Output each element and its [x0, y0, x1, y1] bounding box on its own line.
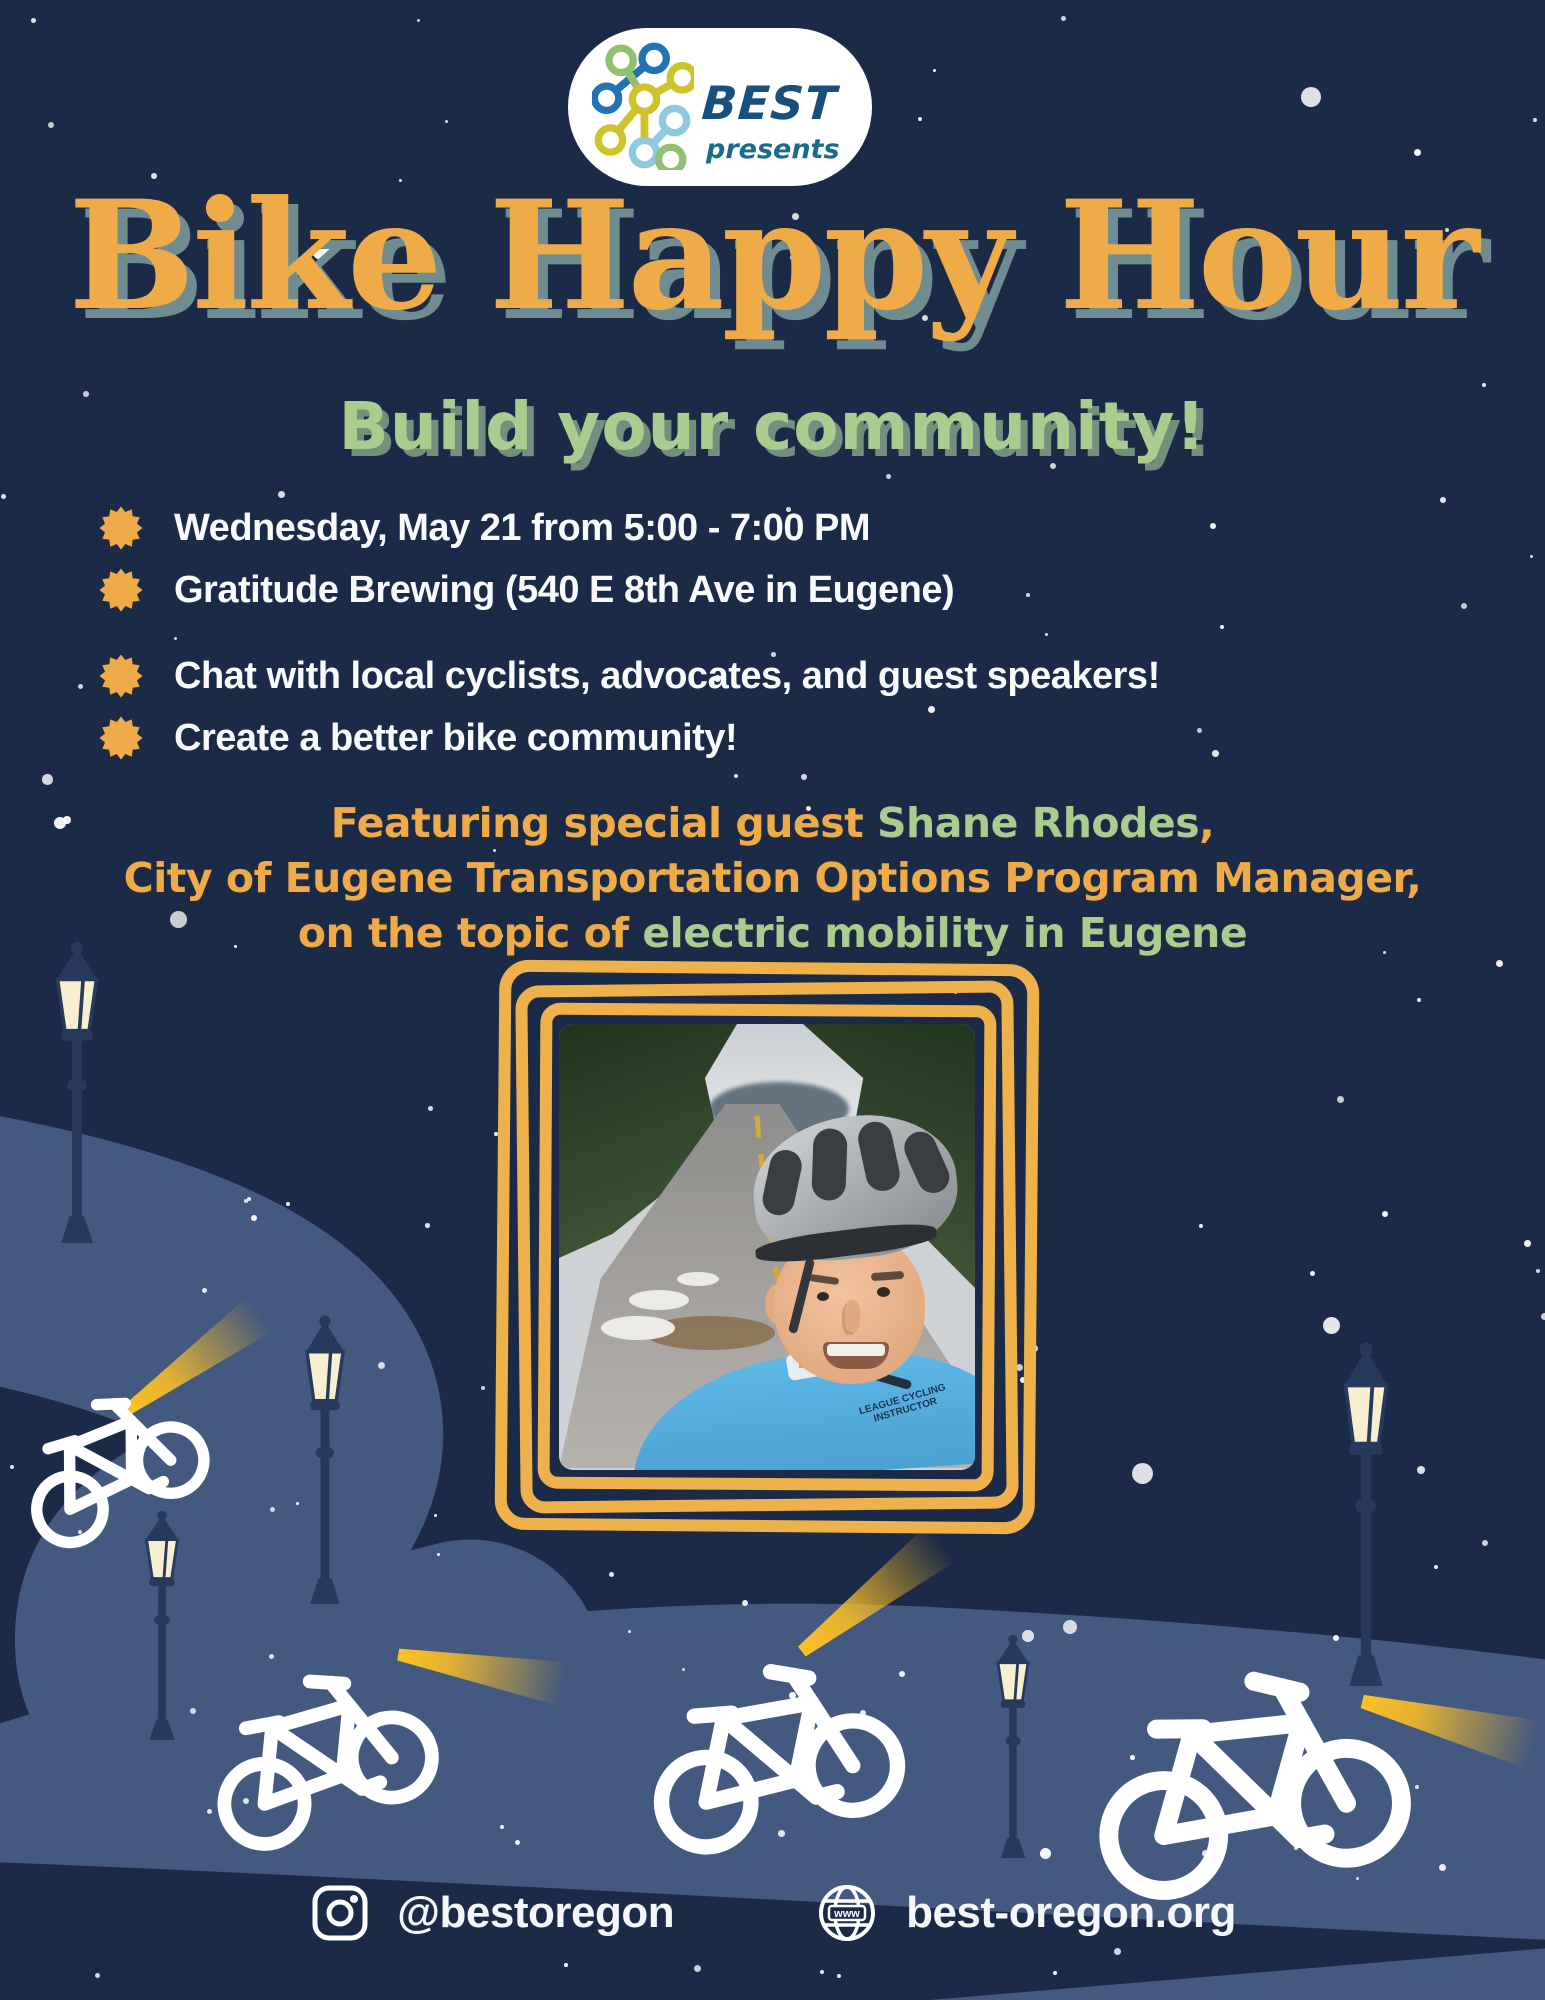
list-item: Chat with local cyclists, advocates, and…	[98, 646, 1160, 706]
guest-name: Shane Rhodes	[877, 799, 1200, 847]
best-network-logo-icon	[592, 42, 694, 170]
page-title: Bike Happy Hour	[68, 168, 1479, 344]
globe-icon: www	[819, 1885, 876, 1941]
instagram-item: @bestoregon	[309, 1882, 675, 1944]
featured-guest-line1: Featuring special guest Shane Rhodes,	[0, 796, 1545, 851]
featuring-label: Featuring special guest	[330, 799, 864, 847]
page-subtitle: Build your community!	[338, 388, 1207, 465]
brand-tagline: presents	[706, 134, 840, 165]
event-details-list: Wednesday, May 21 from 5:00 - 7:00 PM Gr…	[98, 498, 1160, 770]
topic-label: on the topic of	[297, 909, 629, 957]
featured-guest-block: Featuring special guest Shane Rhodes, Ci…	[0, 796, 1545, 961]
street-lamp-icon	[38, 938, 116, 1243]
featured-topic-line: on the topic of electric mobility in Eug…	[0, 906, 1545, 961]
starburst-bullet-icon	[98, 715, 144, 761]
footer: @bestoregon www best-oregon.org	[0, 1880, 1545, 1946]
event-goal: Create a better bike community!	[174, 716, 738, 759]
website-item: www best-oregon.org	[814, 1880, 1236, 1946]
list-item: Wednesday, May 21 from 5:00 - 7:00 PM	[98, 498, 1160, 558]
brand-name: BEST	[700, 76, 839, 130]
event-datetime: Wednesday, May 21 from 5:00 - 7:00 PM	[174, 506, 871, 549]
photo-snow	[629, 1290, 689, 1310]
instagram-icon	[312, 1885, 368, 1941]
instagram-handle: @bestoregon	[397, 1888, 675, 1937]
best-logo-pill: BEST presents	[568, 28, 872, 186]
photo-snow	[677, 1272, 719, 1286]
guest-eye	[877, 1287, 890, 1297]
guest-smile	[823, 1342, 889, 1369]
guest-nose	[845, 1300, 860, 1332]
guest-photo-frame: LEAGUE CYCLING INSTRUCTOR	[494, 959, 1040, 1535]
street-lamp-icon	[983, 1632, 1043, 1858]
photo-snow	[601, 1316, 675, 1340]
list-item: Gratitude Brewing (540 E 8th Ave in Euge…	[98, 560, 1160, 620]
event-location: Gratitude Brewing (540 E 8th Ave in Euge…	[174, 568, 955, 611]
website-url: best-oregon.org	[906, 1888, 1236, 1937]
starburst-bullet-icon	[98, 505, 144, 551]
guest-eye	[817, 1292, 829, 1301]
starburst-bullet-icon	[98, 567, 144, 613]
street-lamp-icon	[289, 1312, 361, 1604]
starburst-bullet-icon	[98, 653, 144, 699]
topic-subject: electric mobility in Eugene	[642, 909, 1248, 957]
globe-label: www	[833, 1908, 860, 1920]
guest-photo: LEAGUE CYCLING INSTRUCTOR	[559, 1024, 975, 1470]
list-item: Create a better bike community!	[98, 708, 1160, 768]
guest-title: City of Eugene Transportation Options Pr…	[123, 854, 1422, 902]
event-activity: Chat with local cyclists, advocates, and…	[174, 654, 1160, 697]
comma: ,	[1199, 799, 1215, 847]
